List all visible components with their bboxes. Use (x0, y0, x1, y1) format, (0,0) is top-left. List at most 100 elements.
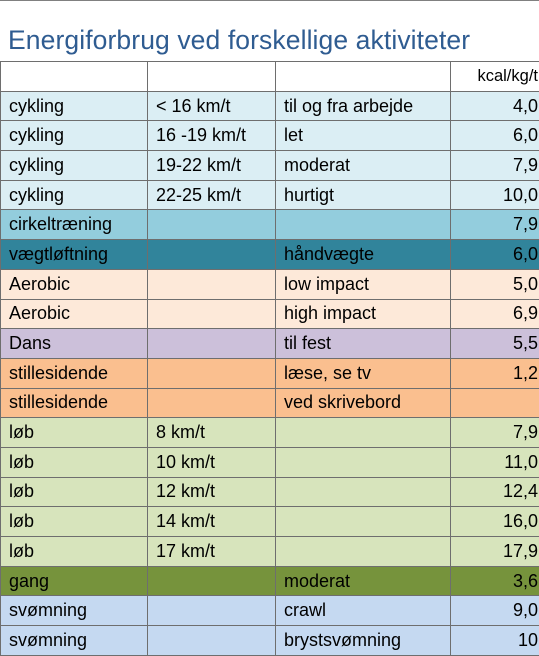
speed-cell[interactable] (148, 299, 276, 329)
header-cell-activity[interactable] (1, 62, 148, 92)
speed-cell[interactable] (148, 626, 276, 656)
value-cell[interactable]: 5,5 (451, 329, 539, 359)
speed-cell[interactable] (148, 210, 276, 240)
description-cell[interactable]: til fest (276, 329, 451, 359)
activity-cell[interactable]: Dans (1, 329, 148, 359)
description-cell[interactable]: læse, se tv (276, 358, 451, 388)
value-cell[interactable]: 10 (451, 626, 539, 656)
speed-cell[interactable] (148, 566, 276, 596)
speed-cell[interactable]: 14 km/t (148, 507, 276, 537)
description-cell[interactable]: moderat (276, 151, 451, 181)
speed-cell[interactable]: 16 -19 km/t (148, 121, 276, 151)
value-cell[interactable]: 7,9 (451, 418, 539, 448)
activity-cell[interactable]: svømning (1, 626, 148, 656)
speed-cell[interactable]: 10 km/t (148, 447, 276, 477)
speed-cell[interactable]: < 16 km/t (148, 91, 276, 121)
description-cell[interactable]: brystsvømning (276, 626, 451, 656)
value-cell[interactable]: 6,0 (451, 121, 539, 151)
activity-cell[interactable]: gang (1, 566, 148, 596)
value-cell[interactable]: 17,9 (451, 537, 539, 567)
description-cell[interactable] (276, 477, 451, 507)
value-cell[interactable]: 7,9 (451, 210, 539, 240)
speed-cell[interactable] (148, 596, 276, 626)
table-row: stillesidende ved skrivebord (1, 388, 539, 418)
description-cell[interactable] (276, 537, 451, 567)
activity-cell[interactable]: løb (1, 447, 148, 477)
sheet-title: Energiforbrug ved forskellige aktivitete… (8, 25, 470, 56)
value-cell[interactable]: 3,6 (451, 566, 539, 596)
description-cell[interactable]: moderat (276, 566, 451, 596)
value-cell[interactable]: 12,4 (451, 477, 539, 507)
speed-cell[interactable] (148, 240, 276, 270)
speed-cell[interactable] (148, 388, 276, 418)
speed-cell[interactable] (148, 358, 276, 388)
speed-cell[interactable]: 19-22 km/t (148, 151, 276, 181)
value-cell[interactable]: 6,9 (451, 299, 539, 329)
description-cell[interactable]: high impact (276, 299, 451, 329)
description-cell[interactable]: ved skrivebord (276, 388, 451, 418)
header-cell-unit[interactable]: kcal/kg/t (451, 62, 539, 92)
description-cell[interactable]: let (276, 121, 451, 151)
value-cell[interactable]: 1,2 (451, 358, 539, 388)
speed-cell[interactable] (148, 329, 276, 359)
activity-cell[interactable]: vægtløftning (1, 240, 148, 270)
description-cell[interactable]: crawl (276, 596, 451, 626)
header-cell-description[interactable] (276, 62, 451, 92)
activity-cell[interactable]: cykling (1, 180, 148, 210)
header-cell-speed[interactable] (148, 62, 276, 92)
activity-cell[interactable]: løb (1, 418, 148, 448)
activity-cell[interactable]: cykling (1, 151, 148, 181)
activity-cell[interactable]: cirkeltræning (1, 210, 148, 240)
speed-cell[interactable]: 12 km/t (148, 477, 276, 507)
activity-cell[interactable]: løb (1, 537, 148, 567)
activity-cell[interactable]: Aerobic (1, 299, 148, 329)
description-cell[interactable]: hurtigt (276, 180, 451, 210)
description-cell[interactable]: håndvægte (276, 240, 451, 270)
activity-cell[interactable]: Aerobic (1, 269, 148, 299)
description-cell[interactable] (276, 418, 451, 448)
description-cell[interactable] (276, 507, 451, 537)
value-cell[interactable]: 6,0 (451, 240, 539, 270)
value-cell[interactable] (451, 388, 539, 418)
activity-cell[interactable]: stillesidende (1, 388, 148, 418)
activity-cell[interactable]: løb (1, 507, 148, 537)
table-row: cirkeltræning 7,9 (1, 210, 539, 240)
header-row: kcal/kg/t (1, 62, 539, 92)
value-cell[interactable]: 5,0 (451, 269, 539, 299)
activity-cell[interactable]: cykling (1, 91, 148, 121)
value-cell[interactable]: 4,0 (451, 91, 539, 121)
value-cell[interactable]: 10,0 (451, 180, 539, 210)
value-cell[interactable]: 7,9 (451, 151, 539, 181)
description-cell[interactable]: til og fra arbejde (276, 91, 451, 121)
activity-cell[interactable]: svømning (1, 596, 148, 626)
value-cell[interactable]: 11,0 (451, 447, 539, 477)
speed-cell[interactable]: 17 km/t (148, 537, 276, 567)
description-cell[interactable]: low impact (276, 269, 451, 299)
value-cell[interactable]: 16,0 (451, 507, 539, 537)
description-cell[interactable] (276, 447, 451, 477)
description-cell[interactable] (276, 210, 451, 240)
value-cell[interactable]: 9,0 (451, 596, 539, 626)
speed-cell[interactable]: 22-25 km/t (148, 180, 276, 210)
title-row: Energiforbrug ved forskellige aktivitete… (0, 0, 539, 62)
speed-cell[interactable]: 8 km/t (148, 418, 276, 448)
activity-cell[interactable]: løb (1, 477, 148, 507)
activity-cell[interactable]: cykling (1, 121, 148, 151)
speed-cell[interactable] (148, 269, 276, 299)
activity-cell[interactable]: stillesidende (1, 358, 148, 388)
